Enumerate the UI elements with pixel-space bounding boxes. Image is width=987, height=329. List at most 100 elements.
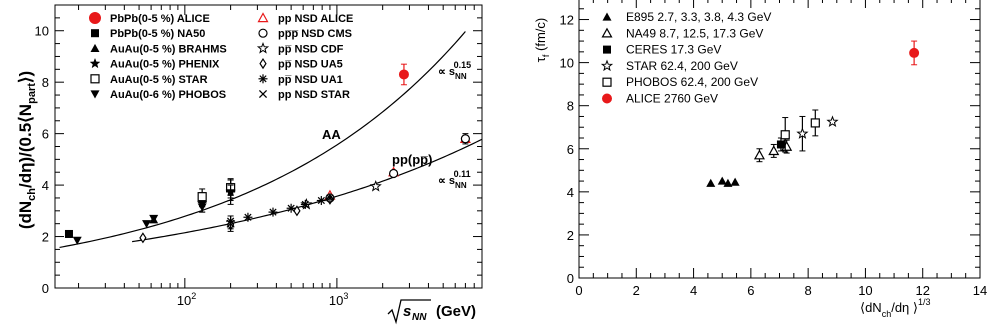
legend-entry-label: pp̅p̅ NSD CMS (278, 28, 352, 40)
data-point-triangle-up-open (753, 149, 765, 160)
data-point-cross (226, 219, 235, 228)
legend-entry-label: AuAu(0-6 %) PHOBOS (110, 89, 226, 101)
legend-entry-label: CERES 17.3 GeV (626, 43, 721, 57)
fit-curve-aa (59, 31, 466, 249)
legend-entry-label: pp NSD STAR (278, 89, 350, 101)
legend-entry-label: STAR 62.4, 200 GeV (626, 59, 738, 73)
pp-power-sub: NN (455, 181, 467, 190)
data-point-square-open (810, 118, 820, 128)
data-point-asterisk (316, 196, 326, 206)
data-point-square-filled (776, 140, 785, 149)
aa-power-sub: NN (455, 72, 467, 81)
data-point-triangle-up-open (768, 145, 780, 156)
data-point-square-open (780, 130, 790, 140)
aa-power-prefix: ∝ s (438, 66, 455, 78)
ylabel-part-b: /dη)/(0.5⟨N (16, 104, 35, 188)
right-xlabel-sub: ch (882, 309, 892, 319)
data-point-circle-open (460, 134, 471, 144)
sqrt-sign (387, 299, 431, 325)
legend-marker-triangle-up-filled (602, 12, 612, 21)
legend-entry-label: PbPb(0-5 %) NA50 (110, 28, 205, 40)
y-tick-label: 12 (560, 13, 574, 28)
pp-power-prefix: ∝ s (438, 175, 455, 187)
left-data-points (64, 63, 471, 245)
data-point-triangle-down-filled (72, 236, 82, 245)
legend-marker-triangle-up-open (601, 27, 613, 38)
y-tick-label: 0 (567, 271, 574, 286)
right-xlabel-a: ⟨dN (860, 300, 882, 315)
data-point-star-open (826, 115, 839, 128)
data-point-asterisk (300, 199, 310, 209)
annotation-aa-power: ∝ sNN 0.15 (438, 60, 471, 81)
data-point-circle-filled (909, 47, 920, 58)
legend-entry-label: E895 2.7, 3.3, 3.8, 4.3 GeV (626, 10, 771, 24)
y-tick-label: 2 (42, 230, 49, 245)
ylabel-part-c: ⟩) (16, 71, 35, 83)
annotation-pp: pp(pp̅) (392, 152, 432, 167)
legend-entry-label: AuAu(0-5 %) PHENIX (110, 59, 220, 71)
x-tick-exp: 2 (191, 291, 196, 301)
legend-entry-label: pp NSD ALICE (278, 13, 353, 25)
data-point-asterisk (325, 193, 335, 203)
data-point-circle-open (389, 168, 399, 179)
data-point-triangle-down-filled (142, 220, 152, 229)
pp-power-sup: 0.11 (454, 169, 471, 179)
xlabel-unit: (GeV) (436, 303, 476, 320)
left-axis-ticks (55, 4, 483, 289)
x-tick-base: 10 (177, 293, 191, 308)
y-tick-label: 0 (42, 281, 49, 296)
right-x-axis-label: ⟨dNch/dη ⟩1/3 (860, 297, 931, 319)
data-point-asterisk (286, 203, 296, 213)
data-point-triangle-up-filled (730, 177, 740, 186)
legend-marker-square-filled (603, 45, 611, 54)
legend-marker-square-filled (91, 29, 99, 38)
legend-marker-circle-filled (89, 12, 101, 24)
legend-entry-label: AuAu(0-5 %) STAR (110, 74, 208, 86)
ylabel-part-a: (dN (16, 201, 35, 229)
data-point-triangle-down-filled (197, 203, 207, 212)
legend-entry-label: AuAu(0-5 %) BRAHMS (110, 43, 227, 55)
right-ylabel-sub: f (541, 54, 551, 57)
left-y-tick-labels: 0 2 4 6 8 10 (35, 24, 49, 296)
y-tick-label: 4 (42, 178, 49, 193)
legend-entry-label: PbPb(0-5 %) ALICE (110, 13, 210, 25)
y-tick-label: 8 (42, 75, 49, 90)
x-tick-label: 0 (575, 283, 582, 298)
x-tick-label: 12 (915, 283, 929, 298)
right-xlabel-b: /dη ⟩ (891, 300, 918, 315)
y-tick-label: 8 (567, 99, 574, 114)
x-tick-label: 102 (177, 291, 196, 308)
data-point-square-filled (64, 229, 73, 238)
y-tick-label: 10 (35, 24, 49, 39)
data-point-triangle-down-filled (226, 189, 236, 198)
right-axis-ticks (578, 0, 981, 279)
left-y-axis-label: (dNch/dη)/(0.5⟨Npart⟩) (16, 71, 38, 229)
data-point-triangle-up-filled (706, 178, 716, 187)
x-tick-label: 6 (747, 283, 754, 298)
legend-entry-label: NA49 8.7, 12.5, 17.3 GeV (626, 26, 763, 40)
x-tick-label: 2 (633, 283, 640, 298)
legend-marker-circle-filled (602, 93, 612, 104)
legend-marker-diamond-open (259, 57, 267, 70)
data-point-star-open (796, 127, 809, 139)
right-y-tick-labels: 0 2 4 6 8 10 12 (560, 13, 574, 286)
data-point-diamond-open (293, 205, 301, 217)
legend-marker-cross (258, 89, 268, 99)
annotation-aa: AA (322, 127, 341, 142)
data-point-asterisk (268, 207, 278, 217)
ylabel-sub1: ch (26, 188, 38, 201)
y-tick-label: 10 (560, 56, 574, 71)
ylabel-sub2: part (26, 83, 38, 104)
data-point-star-open (369, 179, 382, 192)
y-tick-label: 6 (42, 127, 49, 142)
legend-entry-label: pp̅ NSD UA5 (278, 59, 343, 71)
right-legend: E895 2.7, 3.3, 3.8, 4.3 GeV NA49 8.7, 12.… (600, 10, 771, 106)
legend-marker-circle-open (258, 28, 268, 38)
right-xlabel-sup: 1/3 (918, 297, 931, 307)
legend-marker-star-filled (89, 57, 101, 69)
legend-entry-label: pp̅ NSD UA1 (278, 74, 343, 86)
left-x-tick-labels: 102 103 (177, 291, 349, 308)
x-tick-label: 14 (973, 283, 987, 298)
aa-power-sup: 0.15 (454, 60, 472, 70)
x-tick-label: 10 (858, 283, 872, 298)
